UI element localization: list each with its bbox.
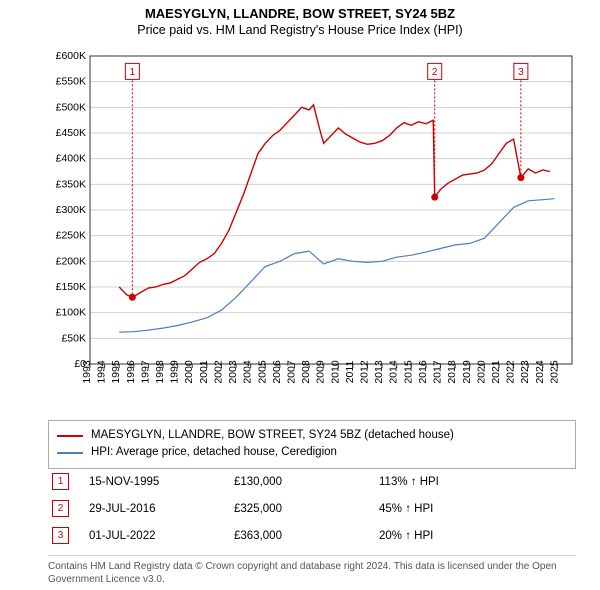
legend-row-property: MAESYGLYN, LLANDRE, BOW STREET, SY24 5BZ… <box>57 427 567 444</box>
sale-price: £363,000 <box>234 530 379 542</box>
sale-date: 29-JUL-2016 <box>89 503 234 515</box>
svg-text:£350K: £350K <box>56 178 86 190</box>
svg-text:2021: 2021 <box>490 360 502 384</box>
sale-marker: 3 <box>52 527 69 544</box>
sale-date: 15-NOV-1995 <box>89 476 234 488</box>
svg-text:3: 3 <box>518 67 524 78</box>
sale-row: 3 01-JUL-2022 £363,000 20% ↑ HPI <box>48 522 576 549</box>
chart-subtitle: Price paid vs. HM Land Registry's House … <box>0 23 600 37</box>
svg-text:£500K: £500K <box>56 101 86 113</box>
sale-price: £130,000 <box>234 476 379 488</box>
svg-text:2020: 2020 <box>475 360 487 384</box>
svg-text:£100K: £100K <box>56 307 86 319</box>
svg-text:£600K: £600K <box>56 50 86 62</box>
svg-text:2014: 2014 <box>388 360 400 384</box>
svg-text:2018: 2018 <box>446 360 458 384</box>
legend-label-hpi: HPI: Average price, detached house, Cere… <box>91 444 337 461</box>
svg-text:1993: 1993 <box>81 360 93 384</box>
svg-text:2: 2 <box>432 67 438 78</box>
legend-row-hpi: HPI: Average price, detached house, Cere… <box>57 444 567 461</box>
sales-table: 1 15-NOV-1995 £130,000 113% ↑ HPI 2 29-J… <box>48 468 576 549</box>
sale-price: £325,000 <box>234 503 379 515</box>
sale-pct: 113% ↑ HPI <box>379 476 539 488</box>
svg-text:2001: 2001 <box>198 360 210 384</box>
svg-text:£150K: £150K <box>56 281 86 293</box>
svg-text:1: 1 <box>130 67 136 78</box>
svg-text:2016: 2016 <box>417 360 429 384</box>
sale-row: 1 15-NOV-1995 £130,000 113% ↑ HPI <box>48 468 576 495</box>
svg-text:2005: 2005 <box>256 360 268 384</box>
svg-text:2015: 2015 <box>402 360 414 384</box>
svg-text:2012: 2012 <box>359 360 371 384</box>
sale-marker: 2 <box>52 500 69 517</box>
svg-text:2003: 2003 <box>227 360 239 384</box>
svg-text:1994: 1994 <box>96 360 108 384</box>
svg-text:2011: 2011 <box>344 361 356 384</box>
legend-swatch-hpi <box>57 452 83 454</box>
svg-text:£200K: £200K <box>56 255 86 267</box>
svg-text:2024: 2024 <box>534 360 546 384</box>
footer-attribution: Contains HM Land Registry data © Crown c… <box>48 555 576 586</box>
svg-text:2006: 2006 <box>271 360 283 384</box>
legend: MAESYGLYN, LLANDRE, BOW STREET, SY24 5BZ… <box>48 420 576 469</box>
svg-text:1995: 1995 <box>110 360 122 384</box>
legend-swatch-property <box>57 435 83 437</box>
chart-area: £0£50K£100K£150K£200K£250K£300K£350K£400… <box>48 50 578 370</box>
svg-text:£50K: £50K <box>61 332 86 344</box>
svg-text:£550K: £550K <box>56 76 86 88</box>
svg-text:£300K: £300K <box>56 204 86 216</box>
svg-text:2004: 2004 <box>242 360 254 384</box>
svg-text:2019: 2019 <box>461 360 473 384</box>
sale-date: 01-JUL-2022 <box>89 530 234 542</box>
svg-text:1996: 1996 <box>125 360 137 384</box>
svg-text:2023: 2023 <box>519 360 531 384</box>
svg-text:2025: 2025 <box>548 360 560 384</box>
svg-text:2017: 2017 <box>432 360 444 384</box>
svg-text:£450K: £450K <box>56 127 86 139</box>
svg-text:£400K: £400K <box>56 153 86 165</box>
svg-text:2002: 2002 <box>212 360 224 384</box>
sale-pct: 20% ↑ HPI <box>379 530 539 542</box>
sale-marker: 1 <box>52 473 69 490</box>
sale-row: 2 29-JUL-2016 £325,000 45% ↑ HPI <box>48 495 576 522</box>
legend-label-property: MAESYGLYN, LLANDRE, BOW STREET, SY24 5BZ… <box>91 427 454 444</box>
sale-pct: 45% ↑ HPI <box>379 503 539 515</box>
svg-text:1999: 1999 <box>169 360 181 384</box>
svg-text:2010: 2010 <box>329 360 341 384</box>
svg-text:£250K: £250K <box>56 230 86 242</box>
svg-text:2009: 2009 <box>315 360 327 384</box>
chart-svg: £0£50K£100K£150K£200K£250K£300K£350K£400… <box>48 50 578 410</box>
svg-text:2022: 2022 <box>505 360 517 384</box>
svg-text:2013: 2013 <box>373 360 385 384</box>
svg-text:2008: 2008 <box>300 360 312 384</box>
svg-text:2007: 2007 <box>285 360 297 384</box>
svg-text:1997: 1997 <box>139 360 151 384</box>
svg-text:1998: 1998 <box>154 360 166 384</box>
chart-title: MAESYGLYN, LLANDRE, BOW STREET, SY24 5BZ <box>0 6 600 21</box>
svg-text:2000: 2000 <box>183 360 195 384</box>
